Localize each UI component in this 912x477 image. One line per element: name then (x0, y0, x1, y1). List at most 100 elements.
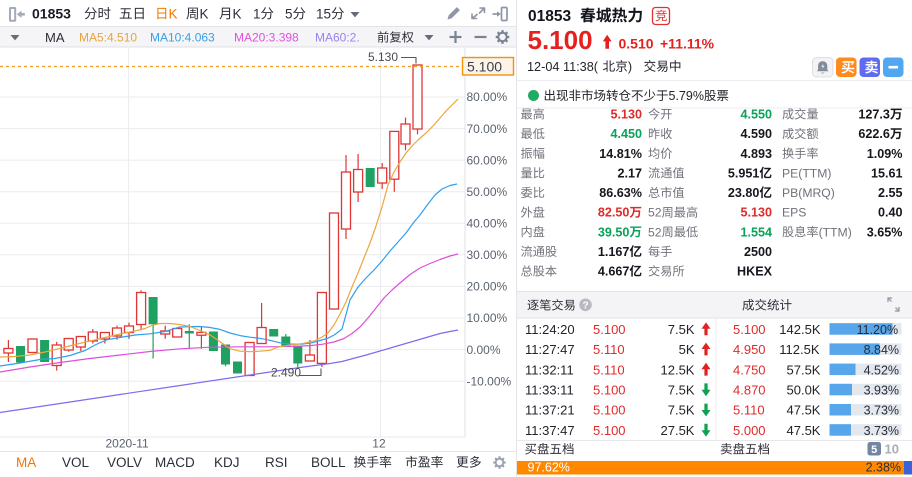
svg-text:4.750: 4.750 (733, 362, 766, 377)
svg-text:(TTM): (TTM) (819, 225, 852, 239)
svg-text:52: 52 (648, 206, 662, 220)
svg-text:5.100: 5.100 (593, 322, 626, 337)
svg-text:70.00%: 70.00% (467, 122, 508, 136)
svg-text:5.110: 5.110 (733, 403, 765, 418)
svg-text:HKEX: HKEX (737, 265, 773, 279)
svg-text:50.0K: 50.0K (787, 383, 821, 398)
svg-text:BOLL: BOLL (311, 455, 346, 470)
svg-text:MA20:3.398: MA20:3.398 (234, 31, 299, 45)
svg-text:5.000: 5.000 (733, 423, 766, 438)
svg-text:1.09%: 1.09% (867, 147, 903, 161)
svg-text:5.100: 5.100 (528, 25, 593, 55)
svg-text:2020-11: 2020-11 (106, 436, 149, 450)
svg-text:K: K (233, 6, 242, 21)
svg-text:12-04 11:38(: 12-04 11:38( (527, 60, 599, 74)
svg-text:4.870: 4.870 (733, 383, 766, 398)
svg-text:2.38%: 2.38% (866, 461, 901, 475)
svg-text:3.73%: 3.73% (864, 404, 899, 418)
svg-text:23.80: 23.80 (728, 186, 760, 200)
svg-text:80.00%: 80.00% (467, 90, 508, 104)
svg-text:11:27:47: 11:27:47 (525, 342, 575, 357)
svg-text:5.130: 5.130 (368, 50, 398, 64)
svg-text:1: 1 (253, 6, 261, 21)
svg-text:PB(MRQ): PB(MRQ) (782, 186, 835, 200)
svg-text:5.130: 5.130 (741, 206, 773, 220)
svg-text:0.510: 0.510 (619, 35, 654, 51)
svg-text:4.450: 4.450 (611, 127, 643, 141)
svg-text:MA: MA (16, 455, 36, 470)
svg-text:142.5K: 142.5K (779, 322, 821, 337)
svg-text:2.490: 2.490 (271, 365, 301, 379)
svg-text:K: K (200, 6, 209, 21)
svg-text:0.00%: 0.00% (467, 343, 501, 357)
svg-text:1.167: 1.167 (598, 245, 630, 259)
svg-text:0.40: 0.40 (878, 206, 903, 220)
svg-text:7.5K: 7.5K (668, 383, 695, 398)
svg-text:11:33:11: 11:33:11 (525, 383, 574, 398)
svg-text:127.3: 127.3 (858, 108, 890, 122)
svg-text:5.100: 5.100 (593, 383, 626, 398)
svg-text:15.61: 15.61 (871, 166, 903, 180)
svg-text:?: ? (582, 301, 588, 312)
svg-text:VOL: VOL (62, 455, 90, 470)
svg-text:3.65%: 3.65% (867, 225, 903, 239)
svg-text:RSI: RSI (265, 455, 288, 470)
svg-text:5.100: 5.100 (593, 423, 626, 438)
svg-text:11:37:21: 11:37:21 (525, 403, 575, 418)
svg-text:4.950: 4.950 (733, 342, 766, 357)
svg-text:4.550: 4.550 (741, 108, 773, 122)
svg-text:5.100: 5.100 (733, 322, 766, 337)
svg-text:1.554: 1.554 (741, 225, 773, 239)
svg-text:12: 12 (372, 436, 386, 450)
svg-text:11.20%: 11.20% (857, 323, 898, 337)
svg-text:5.100: 5.100 (593, 403, 626, 418)
svg-text:-10.00%: -10.00% (467, 374, 512, 388)
svg-text:47.5K: 47.5K (787, 423, 821, 438)
svg-text:97.62%: 97.62% (528, 461, 570, 475)
svg-text:+11.11%: +11.11% (660, 35, 715, 51)
svg-text:47.5K: 47.5K (787, 403, 821, 418)
svg-text:5.130: 5.130 (611, 108, 643, 122)
svg-text:01853: 01853 (32, 5, 71, 21)
svg-text:52: 52 (648, 225, 662, 239)
svg-text:5.110: 5.110 (593, 362, 625, 377)
svg-text:2.55: 2.55 (878, 186, 903, 200)
svg-text:2.17: 2.17 (618, 166, 643, 180)
svg-text:11:37:47: 11:37:47 (525, 423, 575, 438)
svg-text:8.84%: 8.84% (864, 343, 899, 357)
svg-text:3.73%: 3.73% (864, 424, 899, 438)
svg-text:): ) (628, 60, 632, 74)
svg-text:MA5:4.510: MA5:4.510 (79, 31, 137, 45)
svg-text:10.00%: 10.00% (467, 311, 508, 325)
svg-text:40.00%: 40.00% (467, 217, 508, 231)
svg-text:4.590: 4.590 (741, 127, 773, 141)
svg-text:3.93%: 3.93% (864, 384, 899, 398)
svg-text:01853: 01853 (528, 8, 571, 25)
svg-text:5.79%: 5.79% (669, 89, 704, 103)
svg-text:4.893: 4.893 (741, 147, 773, 161)
svg-text:4.52%: 4.52% (864, 363, 899, 377)
svg-text:PE(TTM): PE(TTM) (782, 166, 831, 180)
svg-text:KDJ: KDJ (214, 455, 240, 470)
svg-text:K: K (169, 6, 178, 21)
svg-text:5.100: 5.100 (467, 58, 502, 74)
svg-text:30.00%: 30.00% (467, 248, 508, 262)
svg-text:VOLV: VOLV (107, 455, 142, 470)
svg-text:39.50: 39.50 (598, 225, 630, 239)
svg-text:60.00%: 60.00% (467, 153, 508, 167)
svg-text:MA10:4.063: MA10:4.063 (150, 31, 215, 45)
svg-text:5.110: 5.110 (593, 342, 625, 357)
svg-text:27.5K: 27.5K (661, 423, 695, 438)
svg-text:5: 5 (285, 6, 293, 21)
svg-text:5: 5 (871, 444, 877, 456)
svg-text:MA60:2.: MA60:2. (315, 31, 360, 45)
svg-text:50.00%: 50.00% (467, 185, 508, 199)
svg-text:11:32:11: 11:32:11 (525, 362, 574, 377)
svg-text:2500: 2500 (744, 245, 772, 259)
svg-text:5.951: 5.951 (728, 166, 760, 180)
svg-text:MACD: MACD (155, 455, 195, 470)
svg-text:112.5K: 112.5K (779, 342, 820, 357)
svg-text:15: 15 (316, 6, 331, 21)
svg-text:12.5K: 12.5K (661, 362, 695, 377)
svg-text:7.5K: 7.5K (668, 403, 695, 418)
